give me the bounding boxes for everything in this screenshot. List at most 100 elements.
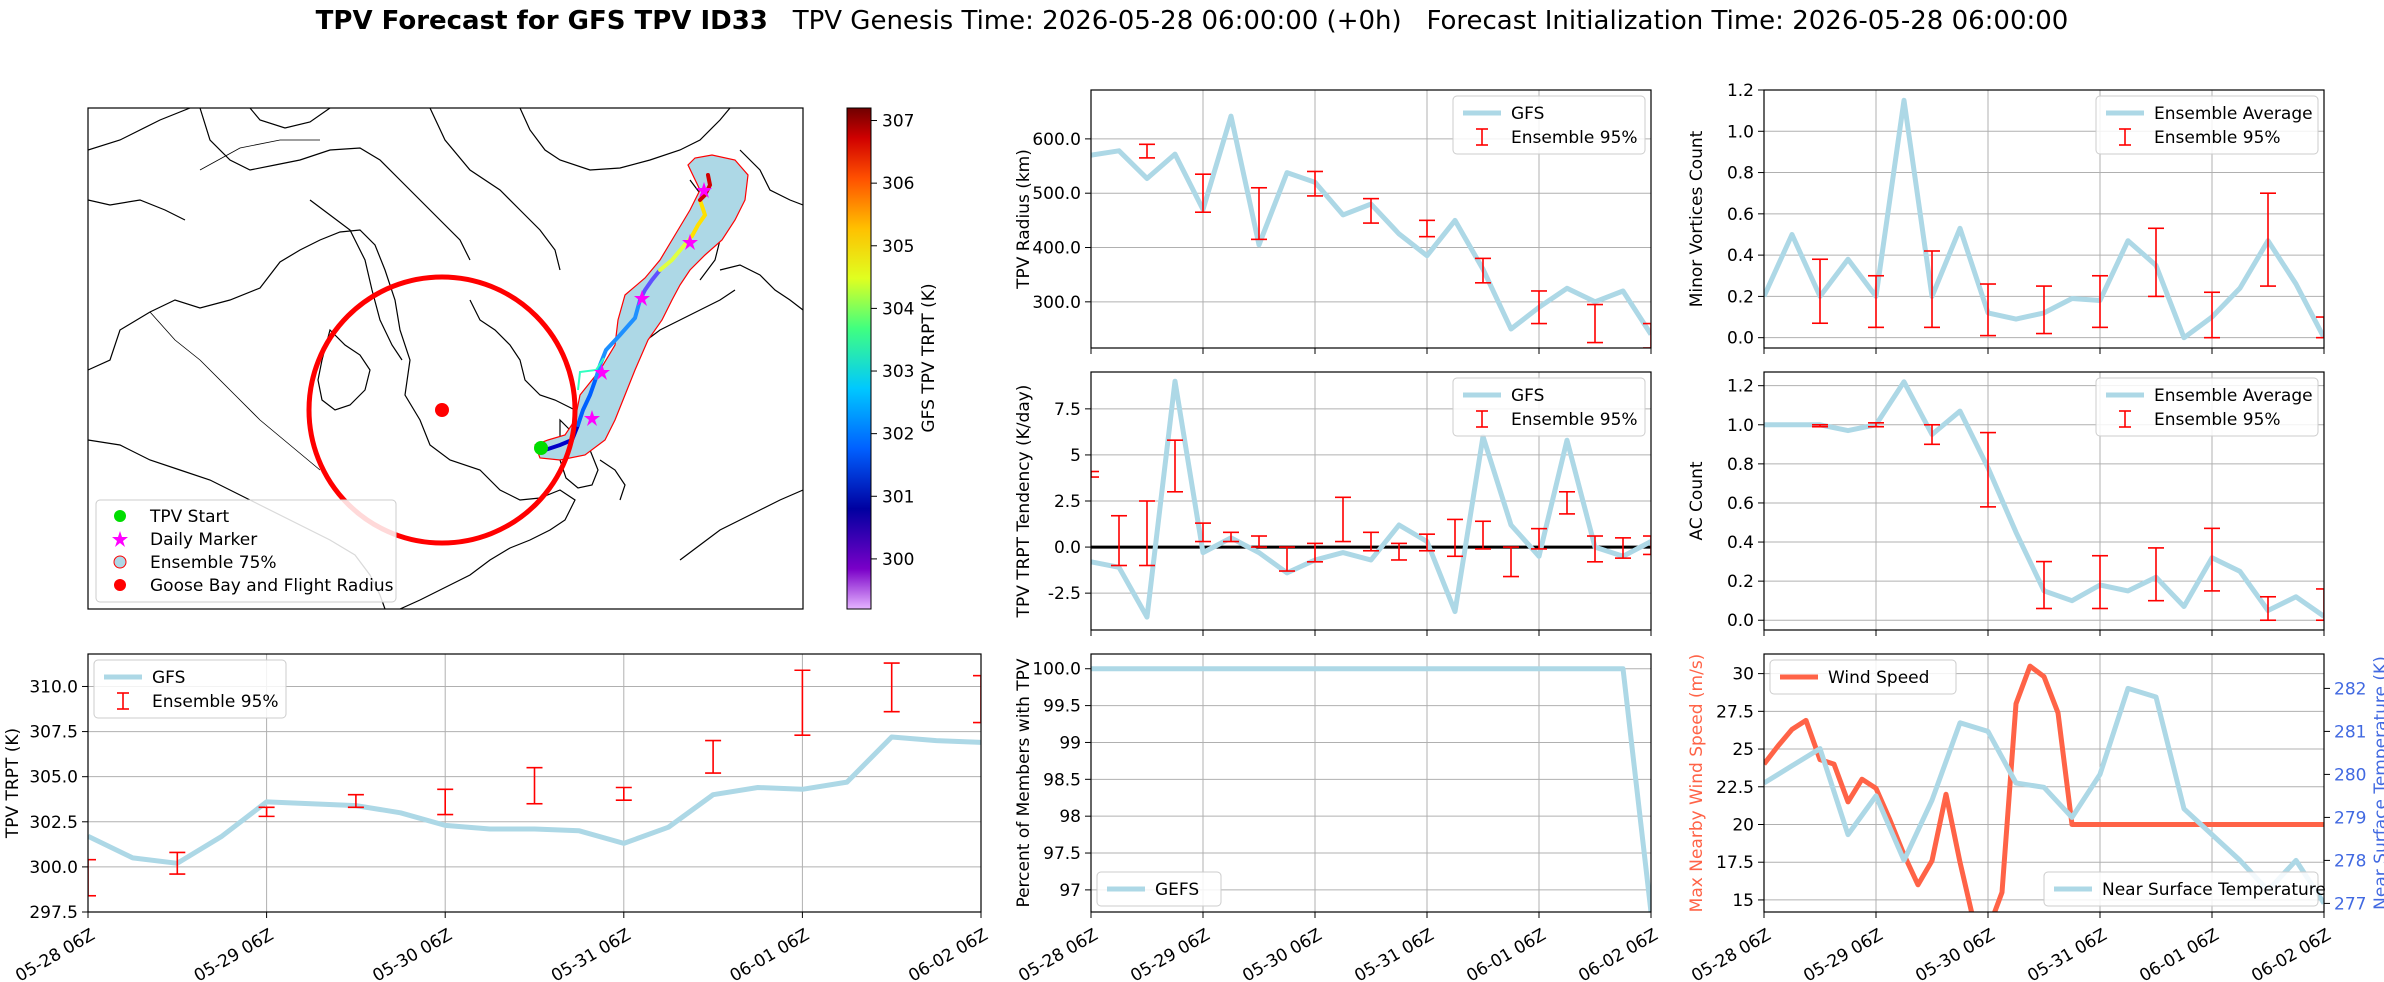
axes-frame — [1763, 89, 2325, 349]
ensemble-95-bar — [1279, 546, 1295, 572]
y-tick-label: 310.0 — [29, 677, 78, 697]
y-tick-label: 5 — [1070, 446, 1081, 466]
ensemble-95-bar — [973, 674, 981, 724]
y-tick-label: 1.2 — [1727, 377, 1754, 397]
legend-goose-bay-marker — [114, 579, 126, 591]
ensemble-95-bar — [1139, 143, 1155, 159]
legend: Ensemble Average Ensemble 95% — [2095, 95, 2319, 155]
y-tick-label: 100.0 — [1032, 660, 1081, 680]
y-tick-label: 302.5 — [29, 813, 78, 833]
plot-area-radius — [1091, 113, 1651, 348]
ensemble-95-bar — [2260, 192, 2276, 287]
y-tick-label: 17.5 — [1716, 853, 1754, 873]
legend: Wind Speed — [1769, 659, 1957, 695]
legend-daily-marker — [112, 531, 128, 547]
x-tick-label: 06-01 06Z — [727, 925, 813, 982]
plot-area-percent — [1091, 666, 1651, 912]
y-tick-label: 0.2 — [1727, 287, 1754, 307]
daily-marker — [682, 234, 698, 250]
ensemble-95-bar — [1643, 535, 1651, 556]
y-tick-label: 0.6 — [1727, 205, 1754, 225]
plot-area-minor — [1764, 97, 2324, 341]
y-tick-label: 99.5 — [1043, 697, 1081, 717]
ensemble-95-bar — [1980, 431, 1996, 508]
legend-errorbar-swatch — [117, 692, 129, 710]
ensemble-95-bar — [1812, 258, 1828, 325]
plot-area-wind_temp — [1764, 663, 2324, 912]
x-tick-label: 05-28 06Z — [12, 925, 98, 982]
ensemble-95-bar — [1363, 531, 1379, 552]
x-tick-label: 05-30 06Z — [1912, 925, 1998, 982]
ensemble-95-bar — [1447, 518, 1463, 558]
legend-start-marker — [114, 510, 126, 522]
ensemble-95-bar — [615, 786, 632, 801]
chart-wind_temp: 15 17.5 20 22.5 25 27.5 30 277 278 279 280 281 282 05… — [1687, 653, 2384, 982]
plot-area-tendency — [1091, 378, 1651, 620]
legend-ensemble-75: Ensemble 75% — [150, 553, 277, 573]
ensemble-track — [577, 357, 605, 391]
axes-frame — [87, 653, 982, 913]
y2-tick-label: 281 — [2334, 722, 2366, 742]
tpv-start-marker — [534, 441, 548, 455]
y-tick-label: 0.2 — [1727, 572, 1754, 592]
ensemble-95-bar — [1251, 535, 1267, 548]
chart-minor: 0.0 0.2 0.4 0.6 0.8 1.0 1.2 Minor Vortices Coun… — [1687, 81, 2325, 354]
y-tick-label: 15 — [1732, 891, 1754, 911]
ensemble-95-bar — [526, 766, 543, 805]
ensemble-95-bar — [2204, 291, 2220, 339]
y-axis-label: TPV TRPT (K) — [3, 728, 23, 839]
y-tick-label: 0.0 — [1054, 538, 1081, 558]
series-line-gfs — [1091, 378, 1651, 620]
ensemble-95-bar — [2036, 560, 2052, 610]
y2-tick-label: 280 — [2334, 765, 2366, 785]
plot-area-ac — [1764, 379, 2324, 622]
ensemble-95-bar — [2260, 595, 2276, 622]
y2-tick-label: 282 — [2334, 679, 2366, 699]
ensemble-95-bar — [2316, 588, 2324, 622]
colorbar-tick-label: 306 — [882, 174, 914, 194]
y2-tick-label: 279 — [2334, 808, 2366, 828]
y2-axis-label: Near Surface Temperature (K) — [2371, 656, 2384, 910]
series-line-near-surface-temperature — [1764, 685, 2324, 905]
legend-daily-marker-label: Daily Marker — [150, 530, 257, 550]
y-tick-label: 1.0 — [1727, 122, 1754, 142]
x-tick-label: 06-02 06Z — [905, 925, 991, 982]
ensemble-95-bar — [2204, 527, 2220, 592]
legend-label: Ensemble Average — [2154, 386, 2313, 406]
ensemble-95-bar — [1335, 496, 1351, 543]
y-tick-label: 1.2 — [1727, 81, 1754, 101]
colorbar-tick-label: 301 — [882, 487, 914, 507]
axes-frame — [1090, 89, 1652, 349]
figure-title-init: Forecast Initialization Time: 2026-05-28… — [1426, 6, 2069, 36]
legend: Ensemble Average Ensemble 95% — [2095, 377, 2319, 437]
legend-label: Ensemble Average — [2154, 104, 2313, 124]
ensemble-95-bar — [1195, 522, 1211, 543]
colorbar-tick-label: 302 — [882, 425, 914, 445]
daily-marker — [696, 182, 712, 198]
y-axis-label: TPV Radius (km) — [1014, 149, 1034, 290]
ensemble-95-bar — [1980, 283, 1996, 337]
legend-label: Near Surface Temperature — [2102, 880, 2326, 900]
x-tick-label: 05-29 06Z — [191, 925, 277, 982]
legend-ensemble-patch — [113, 555, 127, 569]
x-tick-label: 06-01 06Z — [1463, 925, 1549, 982]
legend-label: Ensemble 95% — [1511, 128, 1638, 148]
x-tick-label: 05-28 06Z — [1015, 925, 1101, 982]
ensemble-95-bar — [1615, 537, 1631, 559]
ensemble-95-bar — [1419, 219, 1435, 238]
x-tick-label: 05-29 06Z — [1127, 925, 1213, 982]
figure-title-bold: TPV Forecast for GFS TPV ID33 — [315, 6, 768, 36]
colorbar-tick-label: 305 — [882, 237, 914, 257]
ensemble-95-bar — [2316, 316, 2324, 339]
y2-tick-label: 278 — [2334, 851, 2366, 871]
axes-frame — [1090, 371, 1652, 631]
colorbar-tick-label: 304 — [882, 299, 914, 319]
colorbar-tick-label: 307 — [882, 112, 914, 132]
legend-tpv-start: TPV Start — [149, 507, 230, 527]
colorbar-label: GFS TPV TRPT (K) — [919, 283, 939, 432]
ensemble-95-bar — [258, 806, 275, 818]
ensemble-95-bar — [2148, 547, 2164, 602]
ensemble-95-bar — [1924, 250, 1940, 329]
